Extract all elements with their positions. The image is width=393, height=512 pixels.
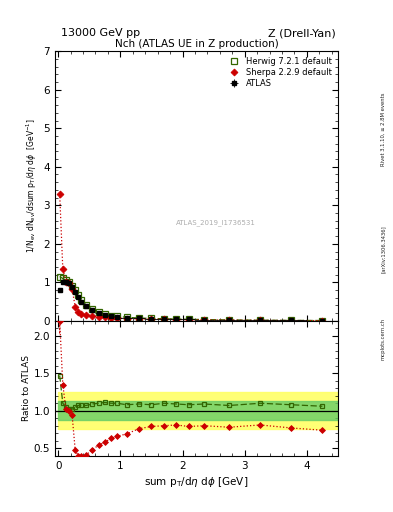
Sherpa 2.2.9 default <box>258 317 263 324</box>
Herwig 7.2.1 default <box>79 297 84 303</box>
Sherpa 2.2.9 default <box>174 316 179 323</box>
Sherpa 2.2.9 default <box>227 317 231 323</box>
Y-axis label: Ratio to ATLAS: Ratio to ATLAS <box>22 355 31 421</box>
Y-axis label: 1/N$_\mathrm{ev}$ dN$_\mathrm{ev}$/dsum p$_\mathrm{T}$/d$\eta$ d$\phi$  [GeV$^{-: 1/N$_\mathrm{ev}$ dN$_\mathrm{ev}$/dsum … <box>25 119 39 253</box>
Herwig 7.2.1 default <box>108 312 113 318</box>
Sherpa 2.2.9 default <box>108 315 113 321</box>
Text: ATLAS_2019_I1736531: ATLAS_2019_I1736531 <box>176 219 256 225</box>
Text: 13000 GeV pp: 13000 GeV pp <box>61 28 140 38</box>
Herwig 7.2.1 default <box>162 316 166 322</box>
Sherpa 2.2.9 default <box>320 317 325 324</box>
Herwig 7.2.1 default <box>202 316 207 323</box>
Sherpa 2.2.9 default <box>103 314 107 321</box>
Herwig 7.2.1 default <box>96 309 101 315</box>
Sherpa 2.2.9 default <box>137 316 141 322</box>
Text: Z (Drell-Yan): Z (Drell-Yan) <box>268 28 336 38</box>
Sherpa 2.2.9 default <box>149 316 154 322</box>
Herwig 7.2.1 default <box>61 275 65 282</box>
Sherpa 2.2.9 default <box>84 312 88 318</box>
Sherpa 2.2.9 default <box>64 279 68 285</box>
Sherpa 2.2.9 default <box>186 316 191 323</box>
Sherpa 2.2.9 default <box>115 315 119 321</box>
Herwig 7.2.1 default <box>174 316 179 322</box>
Herwig 7.2.1 default <box>84 302 88 308</box>
Sherpa 2.2.9 default <box>202 317 207 323</box>
Herwig 7.2.1 default <box>64 278 68 284</box>
Sherpa 2.2.9 default <box>79 310 84 316</box>
Herwig 7.2.1 default <box>258 317 263 323</box>
X-axis label: sum p$_\mathrm{T}$/d$\eta$ d$\phi$ [GeV]: sum p$_\mathrm{T}$/d$\eta$ d$\phi$ [GeV] <box>144 475 249 489</box>
Sherpa 2.2.9 default <box>124 315 129 322</box>
Text: Rivet 3.1.10, ≥ 2.8M events: Rivet 3.1.10, ≥ 2.8M events <box>381 92 386 166</box>
Sherpa 2.2.9 default <box>61 266 65 272</box>
Herwig 7.2.1 default <box>90 306 95 312</box>
Herwig 7.2.1 default <box>73 287 77 293</box>
Sherpa 2.2.9 default <box>57 190 62 197</box>
Sherpa 2.2.9 default <box>96 313 101 319</box>
Herwig 7.2.1 default <box>67 279 72 285</box>
Sherpa 2.2.9 default <box>162 316 166 323</box>
Text: mcplots.cern.ch: mcplots.cern.ch <box>381 317 386 359</box>
Herwig 7.2.1 default <box>124 314 129 321</box>
Herwig 7.2.1 default <box>320 317 325 324</box>
Line: Herwig 7.2.1 default: Herwig 7.2.1 default <box>57 274 325 323</box>
Herwig 7.2.1 default <box>149 315 154 322</box>
Sherpa 2.2.9 default <box>90 313 95 319</box>
Herwig 7.2.1 default <box>186 316 191 323</box>
Sherpa 2.2.9 default <box>73 304 77 310</box>
Herwig 7.2.1 default <box>137 315 141 321</box>
Sherpa 2.2.9 default <box>70 286 75 292</box>
Line: Sherpa 2.2.9 default: Sherpa 2.2.9 default <box>57 191 325 323</box>
Legend: Herwig 7.2.1 default, Sherpa 2.2.9 default, ATLAS: Herwig 7.2.1 default, Sherpa 2.2.9 defau… <box>221 54 336 92</box>
Herwig 7.2.1 default <box>57 273 62 280</box>
Sherpa 2.2.9 default <box>76 309 81 315</box>
Herwig 7.2.1 default <box>103 311 107 317</box>
Herwig 7.2.1 default <box>70 283 75 289</box>
Herwig 7.2.1 default <box>115 313 119 319</box>
Sherpa 2.2.9 default <box>289 317 294 324</box>
Herwig 7.2.1 default <box>289 317 294 324</box>
Title: Nch (ATLAS UE in Z production): Nch (ATLAS UE in Z production) <box>115 39 278 49</box>
Herwig 7.2.1 default <box>227 317 231 323</box>
Sherpa 2.2.9 default <box>67 281 72 287</box>
Herwig 7.2.1 default <box>76 292 81 298</box>
Text: [arXiv:1306.3436]: [arXiv:1306.3436] <box>381 225 386 273</box>
